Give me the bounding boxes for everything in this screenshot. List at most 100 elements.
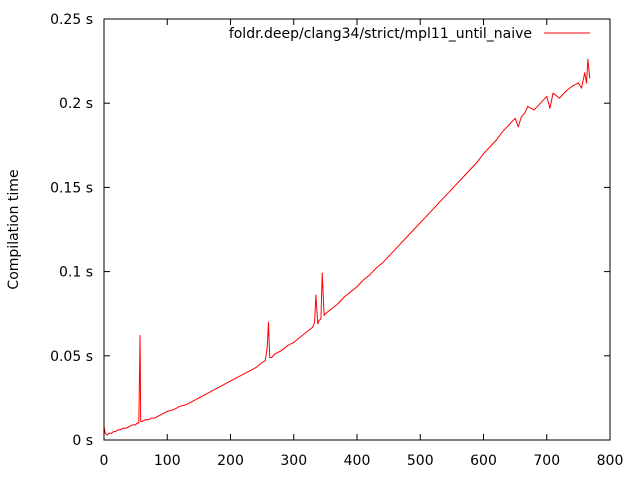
- data-point: [217, 387, 219, 389]
- data-point: [140, 420, 142, 422]
- data-point: [293, 341, 295, 343]
- data-point: [255, 367, 257, 369]
- data-point: [119, 429, 121, 431]
- series-layer: [103, 58, 591, 436]
- data-point: [223, 383, 225, 385]
- data-point: [305, 331, 307, 333]
- data-point: [211, 390, 213, 392]
- data-point: [524, 112, 526, 114]
- y-axis: 0 s 0.05 s 0.1 s 0.15 s 0.2 s 0.25 s: [50, 12, 610, 449]
- data-point: [163, 412, 165, 414]
- data-point: [558, 97, 560, 99]
- data-point: [136, 422, 138, 424]
- data-point: [539, 102, 541, 104]
- data-point: [242, 373, 244, 375]
- data-point: [495, 139, 497, 141]
- data-point: [586, 82, 588, 84]
- data-point: [589, 77, 591, 79]
- legend: foldr.deep/clang34/strict/mpl11_until_na…: [229, 26, 590, 42]
- data-point: [198, 397, 200, 399]
- data-point: [318, 319, 320, 321]
- data-point: [230, 380, 231, 382]
- data-point: [266, 346, 268, 348]
- data-point: [337, 303, 339, 305]
- data-point: [565, 90, 567, 92]
- data-point: [331, 308, 333, 310]
- data-point: [321, 272, 323, 274]
- data-point: [362, 279, 364, 281]
- data-point: [552, 92, 554, 94]
- data-point: [587, 58, 589, 60]
- data-point: [571, 85, 573, 87]
- data-point: [388, 255, 390, 257]
- y-tick-label: 0.05 s: [50, 349, 93, 365]
- y-tick-label: 0.2 s: [59, 96, 93, 112]
- y-tick-label: 0 s: [72, 433, 93, 449]
- x-tick-label: 600: [470, 453, 497, 469]
- data-point: [179, 405, 181, 407]
- data-point: [108, 432, 110, 434]
- y-tick-label: 0.15 s: [50, 180, 93, 196]
- data-point: [261, 362, 263, 364]
- data-point: [264, 360, 266, 362]
- y-tick-label: 0.25 s: [50, 12, 93, 28]
- data-point: [138, 422, 140, 424]
- data-point: [317, 323, 319, 325]
- data-point: [150, 417, 152, 419]
- data-point: [413, 229, 415, 230]
- data-point: [483, 153, 484, 155]
- data-point: [320, 318, 322, 320]
- data-point: [533, 109, 535, 111]
- data-point: [445, 195, 447, 197]
- data-point: [476, 161, 478, 163]
- data-point: [135, 424, 137, 426]
- x-axis: 0 100 200 300 400 500 600 700 800: [100, 19, 623, 469]
- data-point: [577, 82, 579, 84]
- data-point: [584, 72, 586, 74]
- data-point: [508, 124, 510, 126]
- data-point: [581, 87, 583, 89]
- data-point: [106, 434, 108, 436]
- data-point: [185, 404, 187, 406]
- data-point: [470, 168, 472, 170]
- data-point: [204, 394, 206, 396]
- data-point: [343, 296, 345, 298]
- data-point: [274, 353, 276, 355]
- data-point: [131, 424, 133, 426]
- legend-label: foldr.deep/clang34/strict/mpl11_until_na…: [229, 26, 532, 42]
- data-point: [248, 370, 250, 372]
- data-point: [160, 414, 162, 416]
- data-point: [125, 427, 127, 429]
- data-point: [323, 314, 325, 316]
- data-point: [166, 410, 168, 412]
- x-tick-label: 400: [344, 453, 371, 469]
- x-tick-label: 0: [100, 453, 109, 469]
- data-point: [520, 116, 522, 118]
- data-point: [549, 107, 551, 109]
- data-point: [128, 426, 130, 428]
- y-axis-title: Compilation time: [6, 169, 22, 289]
- data-point: [419, 222, 421, 224]
- data-point: [147, 419, 149, 421]
- data-point: [141, 420, 143, 422]
- data-point: [122, 427, 124, 429]
- data-point: [407, 235, 409, 237]
- data-point: [464, 175, 466, 177]
- data-point: [269, 356, 271, 358]
- data-point: [546, 95, 548, 97]
- data-point: [457, 181, 459, 183]
- data-point: [501, 131, 503, 133]
- data-point: [314, 321, 316, 323]
- data-point: [394, 249, 396, 251]
- x-tick-label: 500: [407, 453, 434, 469]
- data-point: [299, 336, 301, 338]
- data-point: [286, 345, 288, 347]
- y-tick-label: 0.1 s: [59, 265, 93, 281]
- data-point: [381, 262, 383, 264]
- data-point: [375, 267, 377, 269]
- data-point: [517, 126, 519, 128]
- data-point: [267, 321, 269, 323]
- data-point: [369, 274, 371, 276]
- data-point: [117, 429, 119, 431]
